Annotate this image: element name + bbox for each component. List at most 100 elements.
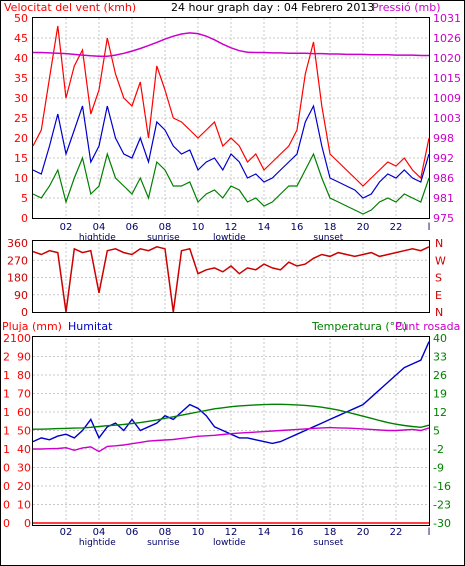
- x-tick-label: 14: [258, 222, 271, 233]
- temperature-tick-label: 26: [433, 369, 447, 382]
- temperature-tick-label: 33: [433, 351, 447, 364]
- event-label: sunrise: [147, 233, 180, 243]
- pressure-tick-label: 1015: [433, 72, 461, 85]
- wind-tick-label: 10: [14, 172, 28, 185]
- x-tick-label: 12: [225, 222, 238, 233]
- pressure-tick-label: 1031: [433, 12, 461, 25]
- x-tick-label: 20: [357, 222, 370, 233]
- wind-tick-label: 20: [14, 132, 28, 145]
- wind-tick-label: 15: [14, 152, 28, 165]
- pressure-tick-label: 1026: [433, 32, 461, 45]
- temperature-axis-ticks: -30 -23 -16 -9 -2 5 12 19 26 33 40: [433, 332, 451, 530]
- humidity-tick-label: 80: [17, 369, 31, 382]
- temp-x-ticks: 02 04 06 08 10 12 14 16 18 20 22 l hightide sunrise lo…: [60, 527, 431, 548]
- x-tick-label: l: [428, 222, 431, 233]
- pressure-tick-label: 986: [433, 172, 454, 185]
- wind-panel-grid: [33, 18, 429, 218]
- wind-tick-label: 5: [21, 192, 28, 205]
- pressure-axis-ticks: 975 981 986 992 998 1003 1009 1015 1020 1026 1031: [433, 12, 461, 225]
- pressure-axis-title: Pressió (mb): [372, 1, 441, 14]
- humidity-tick-label: 0: [24, 517, 31, 530]
- pressure-line: [33, 32, 429, 57]
- wind-axis-title: Velocitat del vent (kmh): [4, 1, 136, 14]
- x-tick-label: 16: [291, 222, 304, 233]
- rain-tick-label: 0: [3, 517, 10, 530]
- pressure-tick-label: 975: [433, 212, 454, 225]
- humidity-tick-label: 40: [17, 443, 31, 456]
- pressure-tick-label: 1020: [433, 52, 461, 65]
- x-tick-label: 08: [159, 222, 172, 233]
- direction-degree-ticks: 0 90 180 270 360: [7, 237, 28, 319]
- temperature-tick-label: -23: [433, 499, 451, 512]
- direction-tick-label: 0: [21, 306, 28, 319]
- rain-tick-label: 0: [3, 480, 10, 493]
- direction-tick-label: 360: [7, 237, 28, 250]
- wind-tick-label: 0: [21, 212, 28, 225]
- humidity-tick-label: 70: [17, 388, 31, 401]
- humidity-axis-title: Humitat: [68, 320, 113, 333]
- wind-tick-label: 30: [14, 92, 28, 105]
- direction-tick-label: 270: [7, 254, 28, 267]
- humidity-tick-label: 50: [17, 425, 31, 438]
- temperature-tick-label: -2: [433, 443, 444, 456]
- direction-tick-label: 180: [7, 272, 28, 285]
- direction-series: [32, 246, 430, 313]
- x-tick-label: 12: [225, 527, 238, 538]
- event-label: lowtide: [213, 538, 246, 548]
- wind-series: [32, 25, 430, 215]
- x-tick-label: 02: [60, 222, 73, 233]
- temperature-tick-label: -16: [433, 480, 451, 493]
- x-tick-label: 04: [93, 527, 106, 538]
- temp-panel-grid: [33, 338, 429, 523]
- x-tick-label: 22: [390, 222, 403, 233]
- humidity-tick-label: 100: [10, 332, 31, 345]
- compass-tick-label: S: [435, 272, 442, 285]
- event-label: lowtide: [213, 233, 246, 243]
- gust-line: [32, 25, 430, 187]
- rain-tick-label: 1: [3, 406, 10, 419]
- pressure-tick-label: 992: [433, 152, 454, 165]
- dewpoint-axis-title: Punt rosada: [395, 320, 460, 333]
- direction-tick-label: 90: [14, 289, 28, 302]
- temperature-tick-label: 40: [433, 332, 447, 345]
- avg-line: [32, 104, 430, 199]
- x-tick-label: 16: [291, 527, 304, 538]
- temperature-tick-label: -30: [433, 517, 451, 530]
- rain-tick-label: 1: [3, 369, 10, 382]
- humidity-tick-label: 10: [17, 499, 31, 512]
- rain-axis-title: Pluja (mm): [2, 320, 62, 333]
- pressure-tick-label: 1003: [433, 112, 461, 125]
- humidity-tick-label: 90: [17, 351, 31, 364]
- x-tick-label: 08: [159, 527, 172, 538]
- x-tick-label: 18: [324, 527, 337, 538]
- humidity-tick-label: 30: [17, 462, 31, 475]
- wind-tick-label: 40: [14, 52, 28, 65]
- temp-series: [32, 341, 430, 524]
- wind-tick-label: 45: [14, 32, 28, 45]
- humidity-tick-label: 20: [17, 480, 31, 493]
- x-tick-label: 06: [126, 222, 139, 233]
- pressure-tick-label: 1009: [433, 92, 461, 105]
- rain-axis-ticks: 0 0 0 0 1 1 1 1 1 2 2: [3, 332, 10, 530]
- temperature-axis-title: Temperatura (°C): [311, 320, 407, 333]
- rain-tick-label: 1: [3, 388, 10, 401]
- humidity-tick-label: 60: [17, 406, 31, 419]
- pressure-tick-label: 998: [433, 132, 454, 145]
- temperature-line: [33, 403, 430, 430]
- page-title: 24 hour graph day : 04 Febrero 2013: [171, 1, 374, 14]
- compass-tick-label: E: [435, 289, 442, 302]
- humidity-axis-ticks: 0 10 20 30 40 50 60 70 80 90 100: [10, 332, 31, 530]
- temperature-tick-label: 19: [433, 388, 447, 401]
- x-tick-label: 04: [93, 222, 106, 233]
- dewpoint-line: [33, 426, 430, 453]
- x-tick-label: 18: [324, 222, 337, 233]
- pressure-tick-label: 981: [433, 192, 454, 205]
- x-tick-label: 10: [192, 222, 205, 233]
- x-tick-label: 22: [390, 527, 403, 538]
- x-tick-label: 14: [258, 527, 271, 538]
